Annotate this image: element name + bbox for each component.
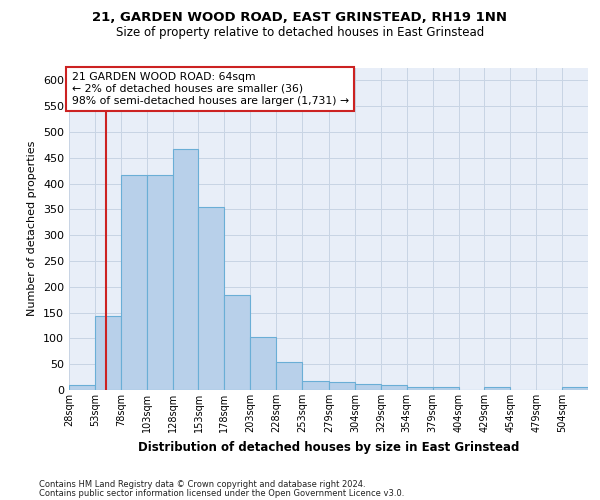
Bar bbox=[173, 149, 199, 390]
Bar bbox=[250, 337, 276, 390]
Text: 21, GARDEN WOOD ROAD, EAST GRINSTEAD, RH19 1NN: 21, GARDEN WOOD ROAD, EAST GRINSTEAD, RH… bbox=[92, 11, 508, 24]
Text: Contains public sector information licensed under the Open Government Licence v3: Contains public sector information licen… bbox=[39, 489, 404, 498]
Bar bbox=[224, 294, 250, 390]
Bar bbox=[329, 382, 355, 390]
Bar bbox=[146, 176, 173, 390]
Text: Size of property relative to detached houses in East Grinstead: Size of property relative to detached ho… bbox=[116, 26, 484, 39]
Bar bbox=[381, 385, 407, 390]
Y-axis label: Number of detached properties: Number of detached properties bbox=[28, 141, 37, 316]
Bar bbox=[69, 385, 95, 390]
Bar bbox=[484, 388, 511, 390]
Text: Contains HM Land Registry data © Crown copyright and database right 2024.: Contains HM Land Registry data © Crown c… bbox=[39, 480, 365, 489]
Bar bbox=[95, 316, 121, 390]
Text: Distribution of detached houses by size in East Grinstead: Distribution of detached houses by size … bbox=[138, 441, 520, 454]
Bar bbox=[121, 176, 146, 390]
Bar bbox=[355, 384, 381, 390]
Bar bbox=[302, 380, 329, 390]
Text: 21 GARDEN WOOD ROAD: 64sqm
← 2% of detached houses are smaller (36)
98% of semi-: 21 GARDEN WOOD ROAD: 64sqm ← 2% of detac… bbox=[71, 72, 349, 106]
Bar bbox=[433, 388, 458, 390]
Bar bbox=[199, 207, 224, 390]
Bar bbox=[276, 362, 302, 390]
Bar bbox=[407, 387, 433, 390]
Bar bbox=[562, 388, 588, 390]
